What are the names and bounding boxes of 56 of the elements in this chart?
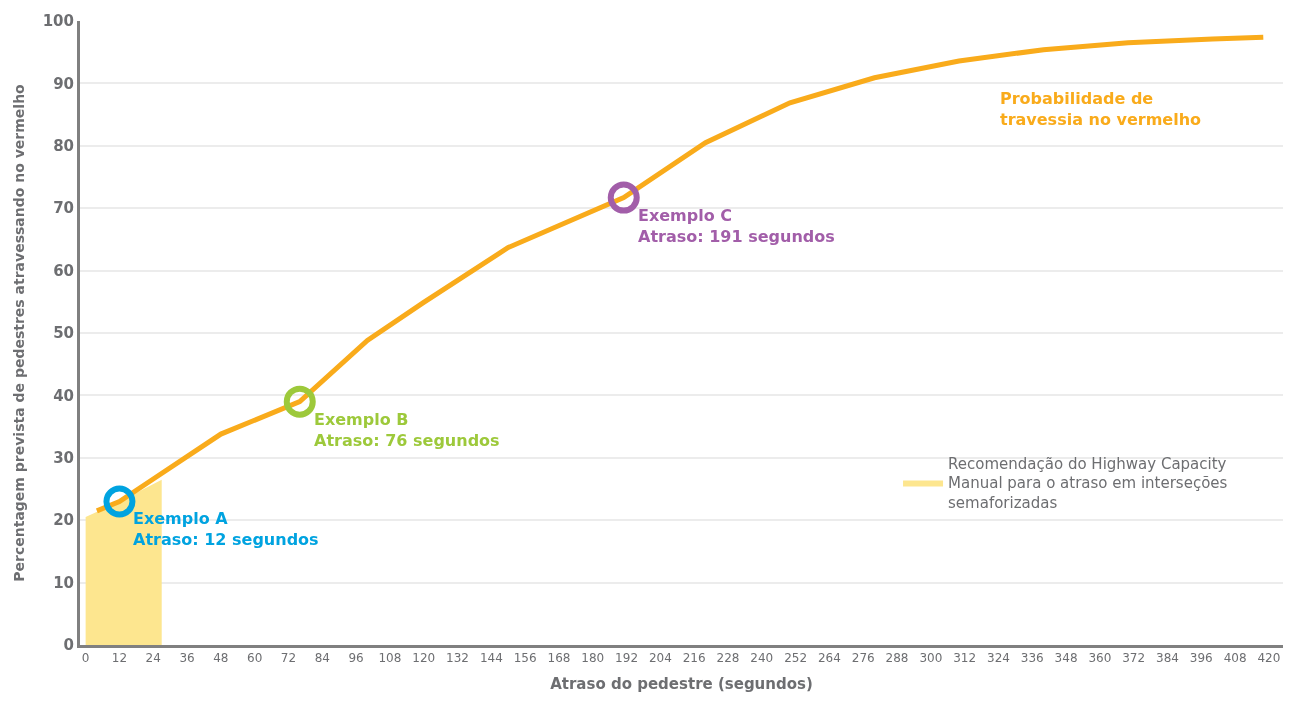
y-tick-label: 100 <box>42 12 74 31</box>
y-axis-title: Percentagem prevista de pedestres atravessando no vermelho <box>11 83 28 582</box>
x-tick-label: 396 <box>1189 651 1213 666</box>
y-tick-label: 80 <box>53 137 74 156</box>
text: Probabilidade de travessia no vermelho <box>1000 89 1202 129</box>
x-tick-label: 156 <box>513 651 537 666</box>
x-tick-label: 132 <box>446 651 469 666</box>
y-tick-label: 60 <box>53 261 74 280</box>
x-tick-label: 288 <box>885 651 909 666</box>
x-tick-label: 84 <box>314 651 330 666</box>
x-tick-label: 204 <box>648 651 672 666</box>
x-tick-label: 324 <box>987 651 1010 666</box>
x-tick-label: 228 <box>716 651 740 666</box>
x-tick-label: 216 <box>682 651 706 666</box>
x-tick-label: 240 <box>750 651 774 666</box>
x-tick-label: 192 <box>615 651 639 666</box>
x-tick-label: 300 <box>919 651 943 666</box>
annotation: Exemplo A Atraso: 12 segundos <box>133 509 319 549</box>
x-tick-label: 24 <box>145 651 161 666</box>
x-tick-label: 420 <box>1257 651 1281 666</box>
x-tick-label: 144 <box>479 651 503 666</box>
x-tick-label: 372 <box>1122 651 1146 666</box>
x-tick-label: 360 <box>1088 651 1112 666</box>
x-tick-label: 60 <box>247 651 263 666</box>
x-tick-label: 48 <box>213 651 229 666</box>
x-tick-label: 276 <box>851 651 875 666</box>
point <box>103 485 136 518</box>
y-tick-label: 20 <box>53 511 74 530</box>
point <box>607 181 640 214</box>
y-tick-label: 40 <box>53 386 74 405</box>
point <box>283 385 316 418</box>
x-tick-label: 408 <box>1223 651 1247 666</box>
y-tick-label: 50 <box>53 324 74 343</box>
annotation: Exemplo B Atraso: 76 segundos <box>314 410 500 450</box>
x-tick-label: 348 <box>1054 651 1078 666</box>
y-tick-label: 10 <box>53 573 74 592</box>
x-tick-label: 168 <box>547 651 571 666</box>
x-tick-label: 72 <box>280 651 297 666</box>
x-tick-label: 264 <box>817 651 841 666</box>
x-tick-label: 108 <box>378 651 402 666</box>
y-tick-label: 30 <box>53 449 74 468</box>
x-tick-label: 0 <box>81 651 90 666</box>
x-tick-label: 120 <box>412 651 436 666</box>
y-tick-label: 90 <box>53 74 74 93</box>
legend-label: Recomendação do Highway Capacity Manual para o atraso em interseções semaforizadas <box>948 454 1228 512</box>
x-axis-title: Atraso do pedestre (segundos) <box>550 675 813 694</box>
x-tick-label: 36 <box>179 651 195 666</box>
x-tick-label: 180 <box>581 651 605 666</box>
x-tick-label: 336 <box>1020 651 1044 666</box>
x-tick-label: 312 <box>953 651 977 666</box>
x-tick-label: 96 <box>348 651 364 666</box>
y-tick-label: 70 <box>53 199 74 218</box>
x-tick-label: 384 <box>1156 651 1179 666</box>
x-tick-label: 252 <box>784 651 808 666</box>
annotation: Exemplo C Atraso: 191 segundos <box>638 206 835 246</box>
x-tick-label: 12 <box>111 651 128 666</box>
